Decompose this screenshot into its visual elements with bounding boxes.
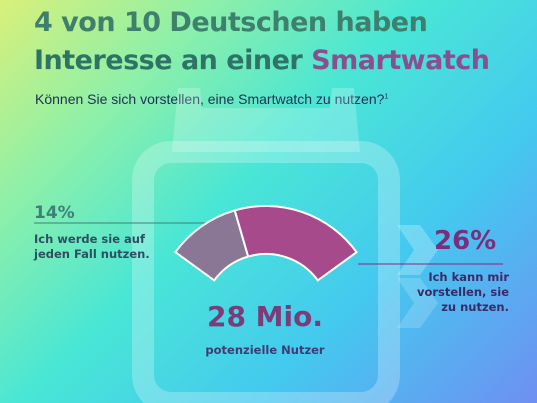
survey-question: Können Sie sich vorstellen, eine Smartwa… [35, 91, 388, 107]
gauge-segment-maybe [233, 205, 359, 282]
chart-title: 4 von 10 Deutschen haben Interesse an ei… [34, 4, 490, 80]
watch-band-top [172, 88, 360, 152]
crown-chevron-icon [397, 225, 438, 275]
segment-label-maybe: Ich kann mir vorstellen, sie zu nutzen. [416, 270, 509, 314]
segment-value-sure: 14% [34, 203, 75, 223]
footnote-marker: 1 [384, 93, 389, 101]
total-value: 28 Mio. [206, 300, 324, 333]
title-line-1: 4 von 10 Deutschen haben [34, 7, 428, 38]
watch-case [132, 141, 400, 403]
question-text: Können Sie sich vorstellen, eine Smartwa… [35, 91, 385, 107]
segment-label-sure: Ich werde sie auf jeden Fall nutzen. [34, 232, 150, 261]
title-line-2a: Interesse an einer [34, 45, 303, 76]
title-line-2b: Smartwatch [311, 45, 490, 76]
segment-value-maybe: 26% [434, 226, 497, 256]
total-label: potenzielle Nutzer [205, 343, 325, 357]
crown-chevron-icon [397, 278, 438, 328]
gauge [173, 205, 359, 282]
